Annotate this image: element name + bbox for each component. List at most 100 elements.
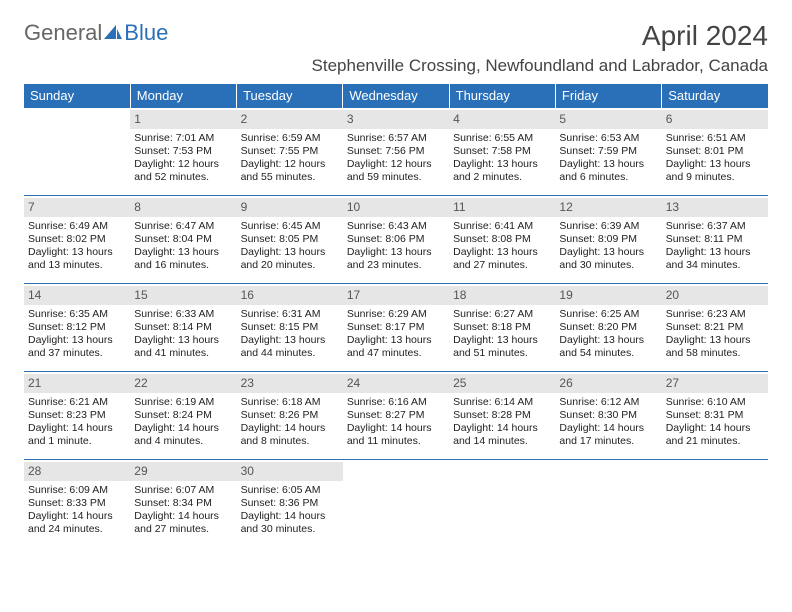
day-cell: 6 Sunrise: 6:51 AMSunset: 8:01 PMDaylight… — [662, 108, 768, 196]
dayname-row: Sunday Monday Tuesday Wednesday Thursday… — [24, 84, 768, 108]
day-number: 27 — [662, 374, 768, 393]
sunrise-text: Sunrise: 6:43 AM — [347, 220, 445, 233]
day-cell: 21Sunrise: 6:21 AMSunset: 8:23 PMDayligh… — [24, 372, 130, 460]
sunrise-text: Sunrise: 6:14 AM — [453, 396, 551, 409]
daylight-text: Daylight: 13 hours and 27 minutes. — [453, 246, 551, 272]
day-content: Sunrise: 6:18 AMSunset: 8:26 PMDaylight:… — [241, 396, 339, 449]
sunrise-text: Sunrise: 6:41 AM — [453, 220, 551, 233]
sunset-text: Sunset: 8:21 PM — [666, 321, 764, 334]
day-number: 1 — [130, 110, 236, 129]
day-content: Sunrise: 6:33 AMSunset: 8:14 PMDaylight:… — [134, 308, 232, 361]
sunrise-text: Sunrise: 6:47 AM — [134, 220, 232, 233]
day-content: Sunrise: 6:51 AMSunset: 8:01 PMDaylight:… — [666, 132, 764, 185]
day-content: Sunrise: 6:21 AMSunset: 8:23 PMDaylight:… — [28, 396, 126, 449]
day-content: Sunrise: 6:59 AMSunset: 7:55 PMDaylight:… — [241, 132, 339, 185]
sunset-text: Sunset: 7:56 PM — [347, 145, 445, 158]
day-cell — [24, 108, 130, 196]
day-cell: 10Sunrise: 6:43 AMSunset: 8:06 PMDayligh… — [343, 196, 449, 284]
day-number: 10 — [343, 198, 449, 217]
daylight-text: Daylight: 14 hours and 4 minutes. — [134, 422, 232, 448]
day-content: Sunrise: 6:23 AMSunset: 8:21 PMDaylight:… — [666, 308, 764, 361]
daylight-text: Daylight: 13 hours and 13 minutes. — [28, 246, 126, 272]
sunset-text: Sunset: 8:27 PM — [347, 409, 445, 422]
day-content: Sunrise: 6:07 AMSunset: 8:34 PMDaylight:… — [134, 484, 232, 537]
sunrise-text: Sunrise: 6:59 AM — [241, 132, 339, 145]
daylight-text: Daylight: 13 hours and 54 minutes. — [559, 334, 657, 360]
sunset-text: Sunset: 8:31 PM — [666, 409, 764, 422]
sunset-text: Sunset: 8:02 PM — [28, 233, 126, 246]
day-content: Sunrise: 6:57 AMSunset: 7:56 PMDaylight:… — [347, 132, 445, 185]
sunrise-text: Sunrise: 7:01 AM — [134, 132, 232, 145]
sunset-text: Sunset: 8:09 PM — [559, 233, 657, 246]
logo: General Blue — [24, 20, 168, 46]
day-cell: 20Sunrise: 6:23 AMSunset: 8:21 PMDayligh… — [662, 284, 768, 372]
day-content: Sunrise: 6:53 AMSunset: 7:59 PMDaylight:… — [559, 132, 657, 185]
day-cell — [662, 460, 768, 548]
logo-text-general: General — [24, 20, 102, 46]
day-cell: 4Sunrise: 6:55 AMSunset: 7:58 PMDaylight… — [449, 108, 555, 196]
title-block: April 2024 Stephenville Crossing, Newfou… — [312, 20, 768, 76]
daylight-text: Daylight: 13 hours and 47 minutes. — [347, 334, 445, 360]
sunrise-text: Sunrise: 6:51 AM — [666, 132, 764, 145]
sunset-text: Sunset: 8:34 PM — [134, 497, 232, 510]
day-cell: 15 Sunrise: 6:33 AMSunset: 8:14 PMDayligh… — [130, 284, 236, 372]
day-cell: 27Sunrise: 6:10 AMSunset: 8:31 PMDayligh… — [662, 372, 768, 460]
day-content: Sunrise: 6:47 AMSunset: 8:04 PMDaylight:… — [134, 220, 232, 273]
sunrise-text: Sunrise: 6:45 AM — [241, 220, 339, 233]
day-cell: 2Sunrise: 6:59 AMSunset: 7:55 PMDaylight… — [237, 108, 343, 196]
dayname-friday: Friday — [555, 84, 661, 108]
dayname-thursday: Thursday — [449, 84, 555, 108]
sunset-text: Sunset: 8:01 PM — [666, 145, 764, 158]
day-number: 15 — [130, 286, 236, 305]
day-cell: 23 Sunrise: 6:18 AMSunset: 8:26 PMDayligh… — [237, 372, 343, 460]
sunrise-text: Sunrise: 6:25 AM — [559, 308, 657, 321]
day-content: Sunrise: 6:37 AMSunset: 8:11 PMDaylight:… — [666, 220, 764, 273]
day-number: 11 — [449, 198, 555, 217]
day-number: 29 — [130, 462, 236, 481]
location-subtitle: Stephenville Crossing, Newfoundland and … — [312, 56, 768, 76]
sunset-text: Sunset: 7:53 PM — [134, 145, 232, 158]
sunrise-text: Sunrise: 6:10 AM — [666, 396, 764, 409]
sunset-text: Sunset: 8:14 PM — [134, 321, 232, 334]
day-cell: 13Sunrise: 6:37 AMSunset: 8:11 PMDayligh… — [662, 196, 768, 284]
day-number: 23 — [237, 374, 343, 393]
day-cell — [555, 460, 661, 548]
page-header: General Blue April 2024 Stephenville Cro… — [24, 20, 768, 76]
day-number: 22 — [130, 374, 236, 393]
sunset-text: Sunset: 8:17 PM — [347, 321, 445, 334]
day-number: 7 — [24, 198, 130, 217]
day-cell: 25Sunrise: 6:14 AMSunset: 8:28 PMDayligh… — [449, 372, 555, 460]
sunset-text: Sunset: 8:33 PM — [28, 497, 126, 510]
day-content: Sunrise: 6:31 AMSunset: 8:15 PMDaylight:… — [241, 308, 339, 361]
sunset-text: Sunset: 8:15 PM — [241, 321, 339, 334]
day-cell: 24Sunrise: 6:16 AMSunset: 8:27 PMDayligh… — [343, 372, 449, 460]
dayname-monday: Monday — [130, 84, 236, 108]
sunrise-text: Sunrise: 6:35 AM — [28, 308, 126, 321]
logo-text-blue: Blue — [124, 20, 168, 46]
day-content: Sunrise: 6:19 AMSunset: 8:24 PMDaylight:… — [134, 396, 232, 449]
sunrise-text: Sunrise: 6:55 AM — [453, 132, 551, 145]
sunset-text: Sunset: 8:36 PM — [241, 497, 339, 510]
daylight-text: Daylight: 13 hours and 51 minutes. — [453, 334, 551, 360]
day-number: 6 — [662, 110, 768, 129]
day-content: Sunrise: 6:05 AMSunset: 8:36 PMDaylight:… — [241, 484, 339, 537]
sunrise-text: Sunrise: 6:57 AM — [347, 132, 445, 145]
day-content: Sunrise: 6:27 AMSunset: 8:18 PMDaylight:… — [453, 308, 551, 361]
daylight-text: Daylight: 14 hours and 30 minutes. — [241, 510, 339, 536]
daylight-text: Daylight: 13 hours and 37 minutes. — [28, 334, 126, 360]
day-cell: 26Sunrise: 6:12 AMSunset: 8:30 PMDayligh… — [555, 372, 661, 460]
sunrise-text: Sunrise: 6:33 AM — [134, 308, 232, 321]
daylight-text: Daylight: 13 hours and 16 minutes. — [134, 246, 232, 272]
sunrise-text: Sunrise: 6:53 AM — [559, 132, 657, 145]
daylight-text: Daylight: 12 hours and 55 minutes. — [241, 158, 339, 184]
day-content: Sunrise: 6:16 AMSunset: 8:27 PMDaylight:… — [347, 396, 445, 449]
day-number: 8 — [130, 198, 236, 217]
week-row: 1 Sunrise: 7:01 AMSunset: 7:53 PM Daylight… — [24, 108, 768, 196]
day-cell: 5Sunrise: 6:53 AMSunset: 7:59 PMDaylight… — [555, 108, 661, 196]
dayname-saturday: Saturday — [662, 84, 768, 108]
day-number: 28 — [24, 462, 130, 481]
sunset-text: Sunset: 7:58 PM — [453, 145, 551, 158]
daylight-text: Daylight: 13 hours and 2 minutes. — [453, 158, 551, 184]
dayname-wednesday: Wednesday — [343, 84, 449, 108]
daylight-text: Daylight: 14 hours and 11 minutes. — [347, 422, 445, 448]
